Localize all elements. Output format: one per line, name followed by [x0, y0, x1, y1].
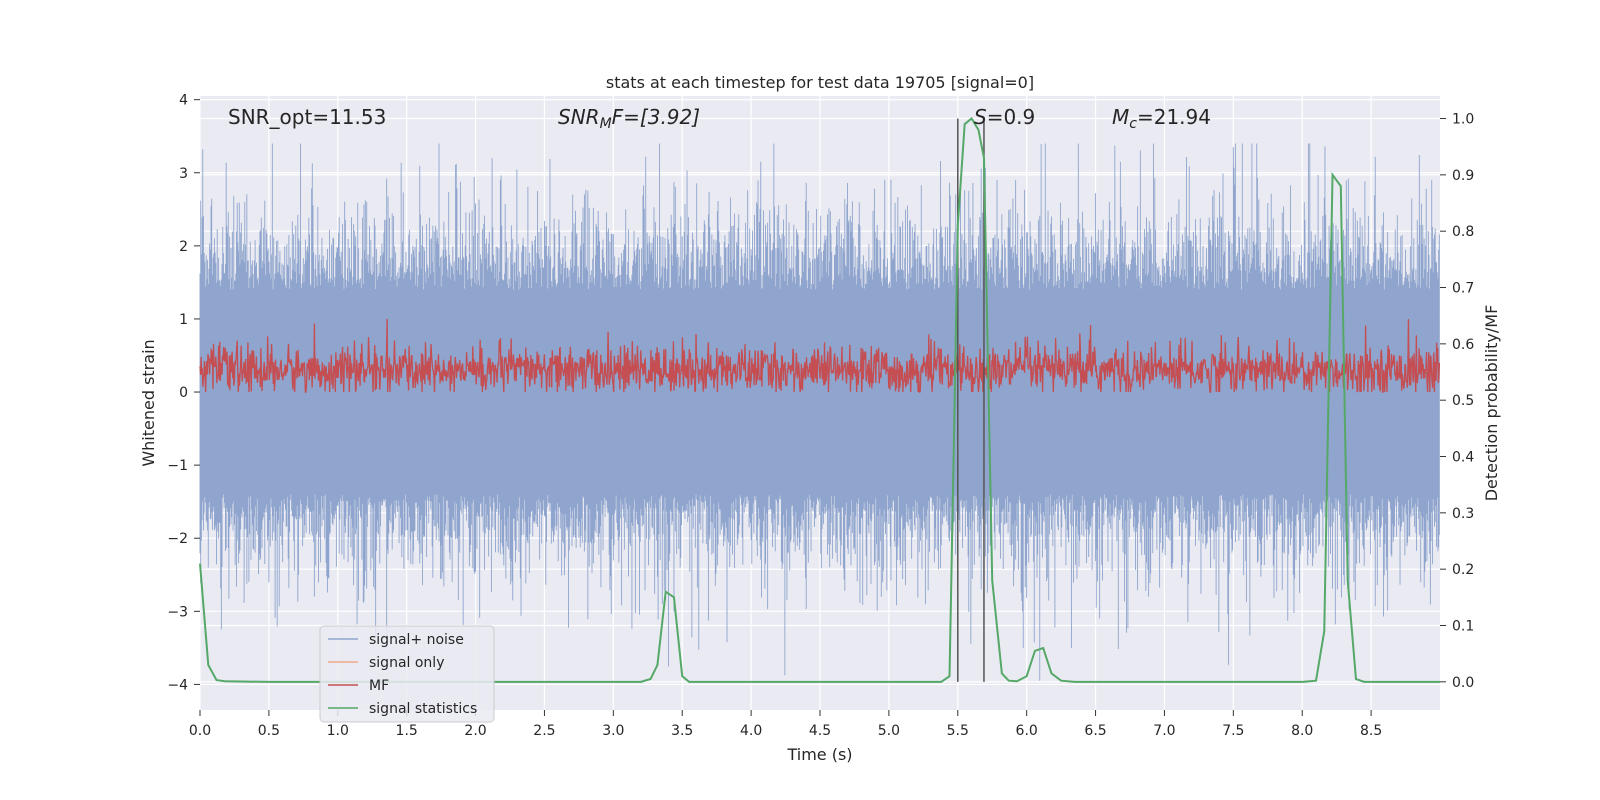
legend-label-signal-noise: signal+ noise [369, 632, 464, 648]
y-tick-label-left: −2 [167, 531, 188, 547]
annotation-snr-mf: SNRMF=[3.92] [558, 105, 700, 132]
y-tick-label-left: −1 [167, 458, 188, 474]
x-tick-label: 0.5 [258, 723, 280, 739]
x-tick-label: 4.0 [740, 723, 762, 739]
annotation-snr-opt: SNR_opt=11.53 [228, 105, 386, 129]
signal-statistics-line [199, 117, 1440, 683]
x-tick-label: 1.0 [327, 723, 349, 739]
y-tick-label-right: 0.9 [1452, 168, 1474, 184]
x-tick-label: 6.5 [1084, 723, 1106, 739]
x-axis-label: Time (s) [786, 745, 852, 764]
y-tick-label-left: 3 [179, 166, 188, 182]
y-tick-label-right: 0.7 [1452, 281, 1474, 297]
y-tick-label-right: 0.8 [1452, 224, 1474, 240]
y-tick-label-left: 4 [179, 93, 188, 109]
y-tick-label-right: 1.0 [1452, 112, 1474, 128]
y-tick-label-left: −4 [167, 677, 188, 693]
y-tick-label-right: 0.4 [1452, 450, 1474, 466]
y-tick-label-right: 0.1 [1452, 619, 1474, 635]
mf-series [199, 318, 1441, 393]
y-tick-label-left: 1 [179, 312, 188, 328]
x-tick-label: 6.0 [1016, 723, 1038, 739]
signal-statistics-series [199, 117, 1440, 683]
annotation-mc: Mc=21.94 [1112, 105, 1211, 132]
x-tick-label: 7.5 [1222, 723, 1244, 739]
x-tick-label: 5.5 [947, 723, 969, 739]
legend: signal+ noise signal only MF signal stat… [319, 625, 495, 723]
x-tick-label: 3.5 [671, 723, 693, 739]
x-tick-label: 0.0 [189, 723, 211, 739]
legend-label-signal-statistics: signal statistics [369, 701, 477, 717]
x-tick-label: 8.0 [1291, 723, 1313, 739]
y-tick-label-right: 0.3 [1452, 506, 1474, 522]
x-tick-label: 1.5 [396, 723, 418, 739]
y-tick-label-right: 0.2 [1452, 562, 1474, 578]
chart-title: stats at each timestep for test data 197… [606, 73, 1034, 92]
x-tick-label: 8.5 [1360, 723, 1382, 739]
y-tick-label-left: 2 [179, 239, 188, 255]
x-tick-label: 4.5 [809, 723, 831, 739]
x-tick-label: 2.5 [533, 723, 555, 739]
legend-label-mf: MF [369, 678, 389, 694]
legend-box [319, 625, 495, 723]
annotation-s: S=0.9 [974, 105, 1035, 129]
y-axis-label-right: Detection probability/MF [1482, 305, 1501, 502]
x-tick-label: 7.0 [1153, 723, 1175, 739]
y-tick-label-right: 0.0 [1452, 675, 1474, 691]
y-tick-label-right: 0.6 [1452, 337, 1474, 353]
x-tick-label: 2.0 [464, 723, 486, 739]
y-axis-label-left: Whitened strain [139, 339, 158, 466]
y-tick-label-right: 0.5 [1452, 393, 1474, 409]
ticks: 0.0 0.5 1.0 1.5 2.0 2.5 3.0 3.5 4.0 4.5 5.0 5.5 6.0 6… [167, 93, 1474, 739]
y-tick-label-left: 0 [179, 385, 188, 401]
legend-label-signal-only: signal only [369, 655, 444, 671]
mf-line [199, 318, 1441, 393]
x-tick-label: 3.0 [602, 723, 624, 739]
x-tick-label: 5.0 [878, 723, 900, 739]
y-tick-label-left: −3 [167, 604, 188, 620]
